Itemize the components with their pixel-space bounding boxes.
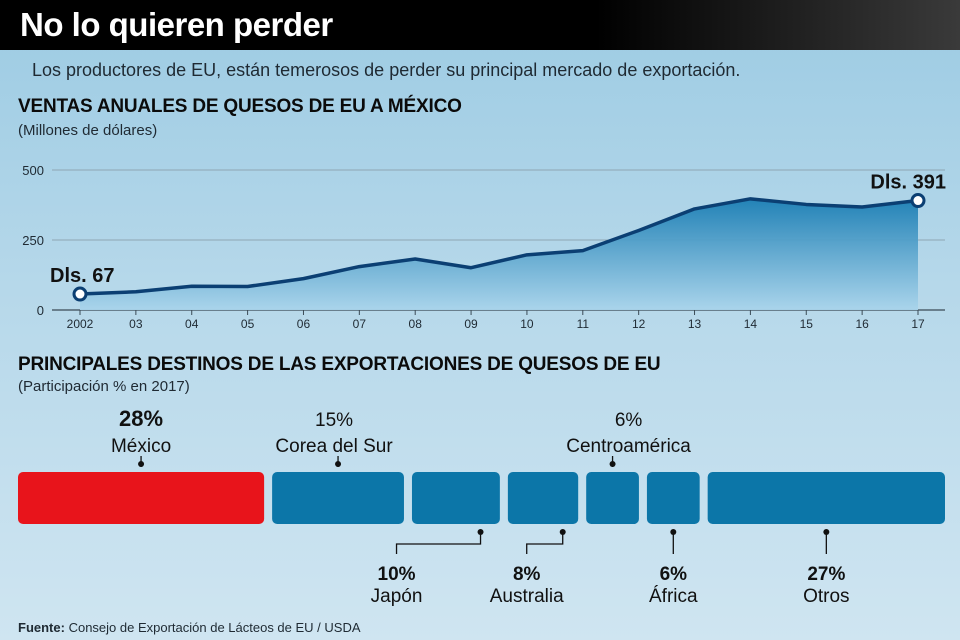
x-tick-label: 2002 [67,317,94,331]
y-tick-label: 250 [22,233,44,248]
data-point-marker [910,193,926,209]
leader-dot [609,461,616,467]
data-point-marker [72,286,88,302]
x-tick-label: 10 [520,317,534,331]
x-tick-label: 07 [353,317,367,331]
bar-value-label: 6% [615,410,643,431]
x-tick-label: 05 [241,317,255,331]
bar-category-label: Otros [803,586,849,607]
x-tick-label: 04 [185,317,199,331]
bar-category-label: Australia [490,586,564,607]
bar-value-label: 6% [660,564,688,585]
bar-category-label: África [649,586,698,607]
x-tick-label: 08 [409,317,423,331]
bar-value-label: 8% [513,564,541,585]
line-chart: 0 250 500 2002 03 04 05 06 07 08 09 10 11 12 13 14 15 16 1… [22,163,946,331]
x-tick-label: 16 [855,317,869,331]
bar-category-label: Centroamérica [566,436,691,457]
bar-category-label: México [111,436,171,457]
y-tick-label: 0 [37,303,44,318]
source-text: Consejo de Exportación de Lácteos de EU … [68,620,361,635]
leader-line [526,532,564,554]
bar-segment [586,472,639,524]
x-tick-label: 17 [911,317,925,331]
page-subtitle: Los productores de EU, están temerosos d… [32,60,741,80]
bar-value-label: 15% [315,410,353,431]
source-note: Fuente: Consejo de Exportación de Lácteo… [18,620,361,635]
bar-value-label: 27% [807,564,845,585]
bar-chart-title: PRINCIPALES DESTINOS DE LAS EXPORTACIONE… [18,354,661,375]
data-label: Dls. 67 [50,265,114,287]
x-tick-label: 13 [688,317,702,331]
leader-dot [138,461,145,467]
title-bar: No lo quieren perder [0,0,960,50]
line-chart-title: VENTAS ANUALES DE QUESOS DE EU A MÉXICO [18,96,462,117]
source-label: Fuente: [18,620,65,635]
data-label: Dls. 391 [870,172,946,194]
leader-dot [335,461,342,467]
bar-segment [272,472,404,524]
bar-segment [411,472,500,524]
x-tick-label: 09 [464,317,478,331]
line-chart-subtitle: (Millones de dólares) [18,122,158,139]
bar-value-label: 10% [378,564,416,585]
x-tick-label: 15 [800,317,814,331]
bar-chart-subtitle: (Participación % en 2017) [18,378,190,395]
bar-segment [507,472,579,524]
bar-segment [18,472,265,524]
x-tick-label: 06 [297,317,311,331]
x-tick-label: 14 [744,317,758,331]
leader-line [395,532,482,554]
page-title: No lo quieren perder [20,6,333,43]
bar-segment [707,472,945,524]
bar-category-label: Corea del Sur [275,436,393,457]
series-line [79,197,919,296]
x-tick-label: 12 [632,317,646,331]
bar-segment [646,472,700,524]
x-tick-label: 11 [577,317,590,331]
bar-category-label: Japón [371,586,423,607]
x-tick-label: 03 [129,317,143,331]
y-tick-label: 500 [22,163,44,178]
bar-value-label: 28% [119,406,163,431]
